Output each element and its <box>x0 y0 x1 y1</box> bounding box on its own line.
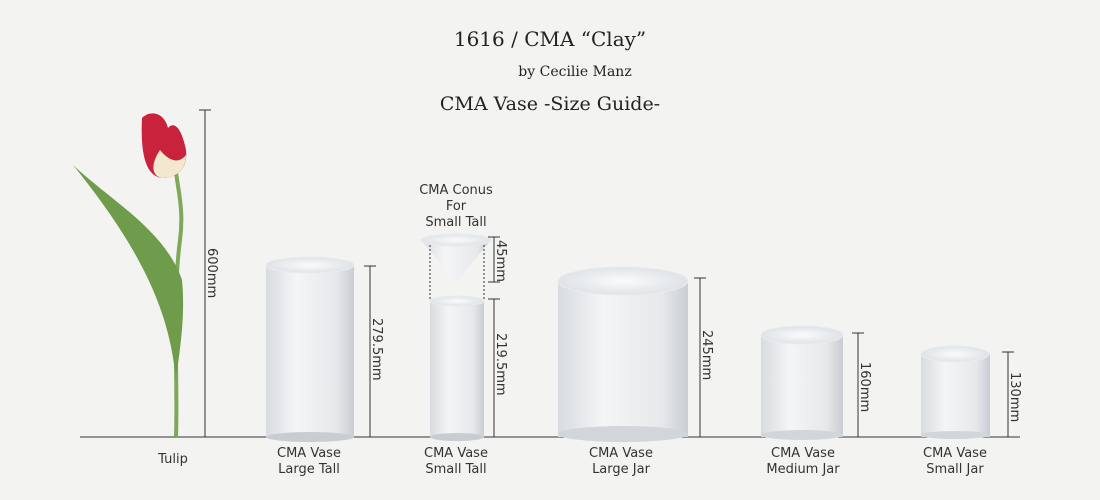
conus <box>420 233 492 300</box>
size-label: 245mm <box>699 330 714 380</box>
vase-large-jar <box>557 266 689 442</box>
size-label: 160mm <box>857 362 872 412</box>
size-label: 279.5mm <box>369 318 384 381</box>
item-name: Small Jar <box>926 462 984 477</box>
byline: by Cecilie Manz <box>518 64 631 80</box>
size-label: 600mm <box>204 248 219 298</box>
item-name: Large Tall <box>278 462 340 477</box>
item-name: CMA Vase <box>923 446 987 461</box>
item-name: CMA Vase <box>589 446 653 461</box>
item-name: CMA Vase <box>771 446 835 461</box>
size-label: 219.5mm <box>493 333 508 396</box>
title: 1616 / CMA “Clay” <box>454 27 646 51</box>
vase-large-tall <box>265 256 355 442</box>
item-name: CMA Conus <box>419 183 493 198</box>
item-name: Large Jar <box>592 462 651 477</box>
item-name: Medium Jar <box>766 462 840 477</box>
size-label: 130mm <box>1007 372 1022 422</box>
vase-small-tall <box>429 295 485 441</box>
item-name: Small Tall <box>425 462 486 477</box>
item-name: For <box>446 199 467 214</box>
vase-medium-jar <box>760 325 844 440</box>
size-label: 45mm <box>493 240 508 282</box>
tulip <box>73 113 187 438</box>
heading: CMA Vase -Size Guide- <box>440 93 660 115</box>
item-name: Tulip <box>157 452 188 467</box>
vase-small-jar <box>920 345 990 439</box>
item-name: Small Tall <box>425 215 486 230</box>
dimension-lines <box>199 109 1014 437</box>
item-name: CMA Vase <box>424 446 488 461</box>
item-name: CMA Vase <box>277 446 341 461</box>
